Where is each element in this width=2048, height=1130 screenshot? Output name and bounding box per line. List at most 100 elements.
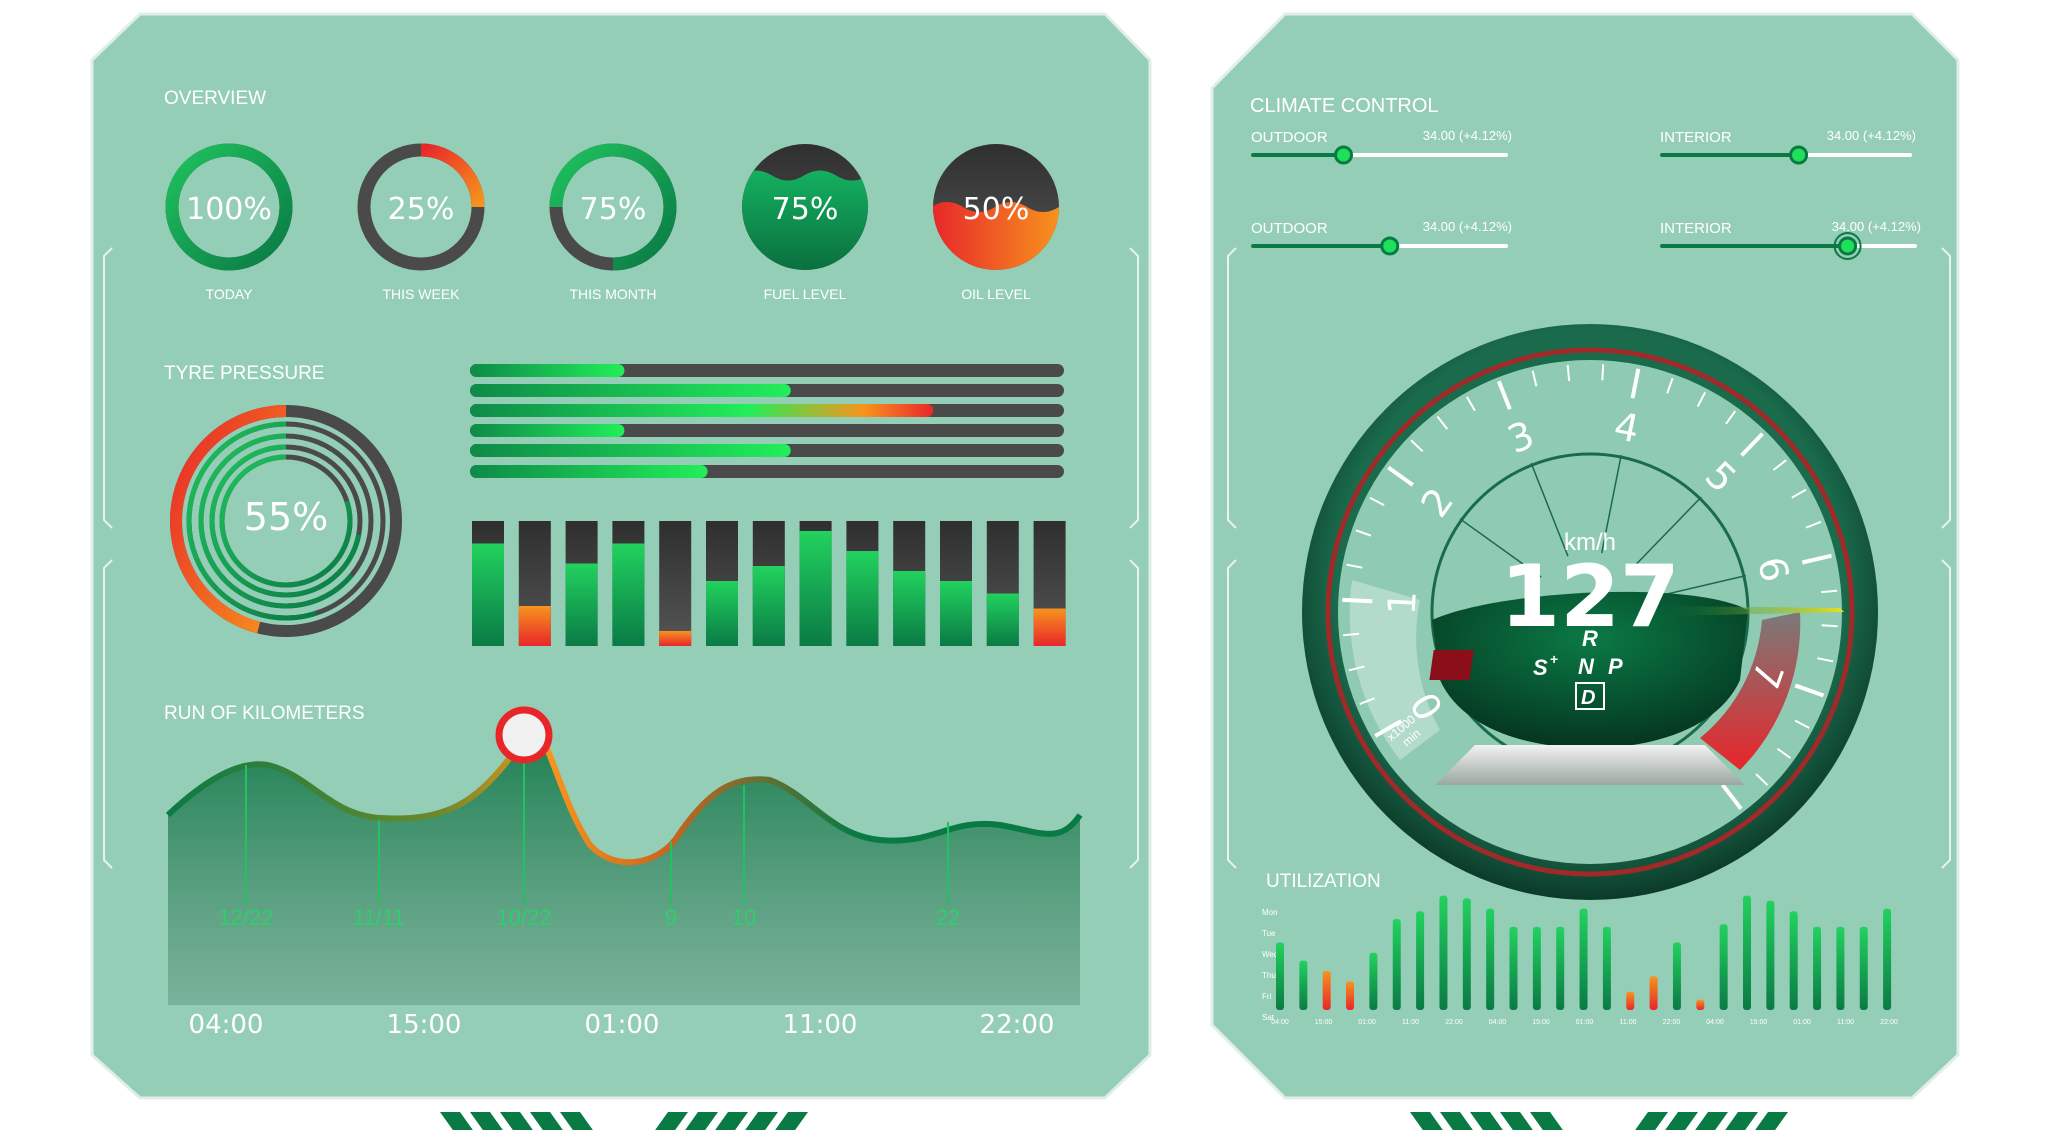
run-of-kilometers-chart: 12/22 11/11 10/22 9 10 22 04:00 15:00 01:00 11:0… (165, 706, 1083, 1040)
run-x-label: 15:00 (387, 1010, 462, 1040)
tyre-bar-fill (470, 384, 791, 397)
speedo-tick (1696, 391, 1706, 407)
utilization-time-label: 11:00 (1402, 1019, 1419, 1026)
speedo-tick (1436, 415, 1449, 430)
tyre-bar-fill (470, 465, 708, 478)
utilization-time-label: 22:00 (1663, 1019, 1681, 1026)
tyre-pressure-title: TYRE PRESSURE (164, 363, 324, 384)
speed-value: 127 (1500, 547, 1680, 647)
climate-slider-value: 34.00 (+4.12%) (1423, 128, 1512, 143)
overview-gauge[interactable]: 75% THIS MONTH (549, 143, 677, 302)
speedo-tick (1805, 520, 1822, 529)
tyre-pressure-columns (472, 521, 1066, 646)
speedo-tick (1817, 657, 1834, 663)
speedo-tick (1531, 370, 1538, 387)
speedo-tick (1410, 439, 1424, 453)
utilization-bar (1813, 926, 1822, 1010)
speedo-tick (1369, 496, 1385, 507)
utilization-bar (1626, 991, 1635, 1010)
climate-slider-knob[interactable] (1789, 145, 1809, 165)
gear-p: P (1608, 654, 1623, 679)
tyre-column (846, 521, 879, 646)
speedo-tick (1343, 632, 1360, 637)
overview-gauge[interactable]: 25% THIS WEEK (357, 143, 485, 302)
tyre-bar-fill (470, 364, 625, 377)
speed-unit: km/h (1564, 529, 1616, 556)
climate-slider[interactable]: OUTDOOR 34.00 (+4.12%) (1251, 128, 1512, 165)
tyre-column (706, 521, 738, 646)
speedo-center-display (1432, 591, 1748, 748)
run-x-label: 04:00 (189, 1010, 264, 1040)
utilization-day-label: Wed (1262, 950, 1278, 959)
overview-gauge[interactable]: 75% FUEL LEVEL (740, 144, 870, 302)
climate-slider-value: 34.00 (+4.12%) (1827, 128, 1916, 143)
speedometer: 012345678 km/h 127 S + R N P D x1000 min (1302, 324, 1878, 900)
gauge-label: THIS MONTH (569, 286, 656, 302)
run-peak-marker[interactable] (495, 706, 553, 764)
utilization-time-label: 04:00 (1489, 1019, 1507, 1026)
speedo-tick (1801, 553, 1832, 565)
climate-slider-value: 34.00 (+4.12%) (1423, 219, 1512, 234)
utilization-time-label: 04:00 (1706, 1019, 1724, 1026)
run-marker-label: 10 (732, 905, 756, 930)
run-x-axis-labels: 04:00 15:00 01:00 11:00 22:00 (189, 1010, 1055, 1040)
utilization-time-label: 01:00 (1358, 1019, 1376, 1026)
utilization-day-labels: Mon Tue Wed Thu Fri Sat (1262, 908, 1278, 1022)
speedo-guide-line (1530, 462, 1569, 557)
climate-slider-fill (1660, 244, 1848, 248)
utilization-bar (1532, 926, 1541, 1010)
tyre-bar-fill (470, 444, 791, 457)
climate-sliders: OUTDOOR 34.00 (+4.12%) INTERIOR 34.00 (+4.1… (1251, 128, 1921, 260)
utilization-time-labels: 04:00 15:00 01:00 11:00 22:00 04:00 15:00 01:00… (1271, 1019, 1898, 1026)
tyre-ring-arc (170, 405, 287, 634)
speedo-guide-line (1600, 454, 1622, 554)
gauge-label: FUEL LEVEL (764, 286, 847, 302)
speedo-tick (1355, 529, 1372, 537)
speedo-tick (1776, 747, 1791, 759)
climate-slider-knob[interactable] (1380, 236, 1400, 256)
gauge-value: 75% (580, 192, 647, 227)
gauge-label: TODAY (206, 286, 254, 302)
climate-slider[interactable]: INTERIOR 34.00 (+4.12%) (1660, 128, 1916, 165)
climate-slider-value: 34.00 (+4.12%) (1832, 219, 1921, 234)
run-marker-label: 10/22 (496, 905, 551, 930)
utilization-time-label: 11:00 (1837, 1019, 1854, 1026)
utilization-time-label: 01:00 (1793, 1019, 1811, 1026)
gauge-value: 50% (963, 192, 1030, 227)
gear-n: N (1578, 654, 1595, 679)
speedo-tick (1342, 597, 1373, 604)
climate-slider-knob-halo (1833, 232, 1862, 260)
tyre-column (659, 521, 692, 646)
utilization-bar (1743, 895, 1751, 1010)
climate-slider-label: INTERIOR (1660, 129, 1732, 146)
speedo-needle (1665, 606, 1844, 616)
tyre-ring-arc (219, 454, 353, 588)
tyre-column (1033, 521, 1066, 646)
tyre-column (893, 521, 926, 646)
utilization-day-label: Mon (1262, 908, 1278, 917)
tyre-column-fill (565, 563, 598, 646)
overview-gauge[interactable]: 50% OIL LEVEL (931, 144, 1061, 302)
speedo-tick (1374, 719, 1403, 738)
climate-slider[interactable]: INTERIOR 34.00 (+4.12%) (1660, 219, 1921, 260)
speedo-tick (1348, 665, 1365, 672)
utilization-bar (1322, 971, 1331, 1010)
utilization-bars (1276, 895, 1892, 1010)
utilization-bar (1696, 999, 1705, 1010)
run-marker-label: 11/11 (353, 905, 405, 930)
tyre-bar (470, 384, 1064, 397)
climate-slider-fill (1251, 153, 1344, 157)
climate-slider[interactable]: OUTDOOR 34.00 (+4.12%) (1251, 219, 1512, 256)
tyre-column (472, 521, 504, 646)
tyre-column-fill (472, 543, 504, 646)
speedo-tick (1740, 432, 1764, 457)
climate-slider-label: OUTDOOR (1251, 220, 1328, 237)
utilization-bar (1719, 924, 1728, 1010)
climate-slider-knob[interactable] (1334, 145, 1354, 165)
utilization-bar (1416, 911, 1425, 1010)
overview-gauge[interactable]: 100% TODAY (165, 143, 293, 302)
climate-slider-knob[interactable] (1838, 236, 1858, 256)
sport-mode-badge[interactable]: S + (1429, 650, 1558, 680)
utilization-bar (1462, 898, 1471, 1010)
utilization-bar (1672, 942, 1681, 1010)
